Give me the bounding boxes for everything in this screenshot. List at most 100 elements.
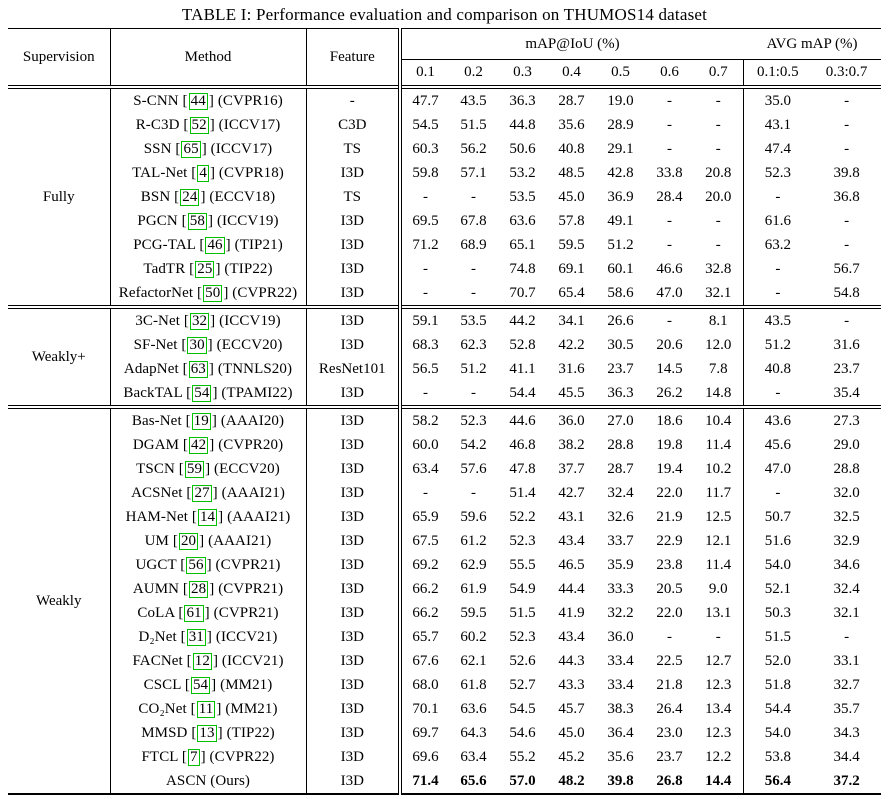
map-value-cell: 63.6 (460, 700, 487, 717)
method-cell: FTCL [7] (CVPR22) (110, 745, 307, 769)
citation-link[interactable]: 59 (184, 460, 205, 478)
feature-cell: C3D (306, 113, 402, 137)
map-value-cell: 46.8 (509, 436, 536, 453)
avg-value-cell: 47.0 (764, 460, 791, 477)
citation-link[interactable]: 4 (197, 164, 209, 182)
map-value-cell: 69.2 (412, 556, 439, 573)
citation-bracket-right: ] (209, 116, 215, 133)
citation-link[interactable]: 54 (190, 676, 211, 694)
header-iou-0.5: 0.5 (611, 64, 630, 80)
feature-cell: I3D (306, 381, 402, 407)
citation-link[interactable]: 27 (192, 484, 212, 502)
map-value-cell: 36.0 (607, 628, 634, 645)
map-value-cell: 66.2 (412, 604, 439, 621)
citation-link[interactable]: 42 (189, 436, 209, 454)
map-value-cell: 65.1 (509, 236, 536, 253)
map-value-cell: 62.3 (460, 336, 487, 353)
citation-bracket-right: ] (208, 360, 215, 377)
map-value-cell: 19.0 (607, 92, 634, 109)
feature-cell: I3D (306, 697, 402, 721)
map-value-cell: - (667, 92, 672, 109)
map-value-cell: 59.6 (460, 508, 487, 525)
map-value-cell: 26.2 (656, 384, 683, 401)
map-value-cell: 23.8 (656, 556, 683, 573)
map-value-cell: 44.2 (509, 312, 536, 329)
feature-cell: I3D (306, 257, 402, 281)
citation-link[interactable]: 20 (178, 532, 199, 550)
citation-link[interactable]: 58 (187, 212, 207, 230)
method-cell: TadTR [25] (TIP22) (110, 257, 307, 281)
avg-value-cell: 54.0 (764, 724, 791, 741)
citation-link[interactable]: 14 (197, 508, 218, 526)
citation-link[interactable]: 32 (189, 312, 210, 330)
map-value-cell: 59.8 (412, 164, 439, 181)
citation-link[interactable]: 13 (197, 724, 217, 742)
citation-bracket-left: [ (185, 412, 191, 429)
citation-link[interactable]: 56 (186, 556, 206, 574)
citation-link[interactable]: 46 (205, 236, 225, 254)
feature-cell: - (306, 87, 402, 113)
avg-value-cell: - (844, 212, 850, 229)
header-group-row: Supervision Method Feature mAP@IoU (%) A… (8, 28, 882, 87)
map-value-cell: - (667, 116, 672, 133)
table-row: UM [20] (AAAI21) I3D 67.5 61.2 52.3 43.4 33.7 2… (8, 529, 881, 553)
header-iou-0.4: 0.4 (562, 64, 581, 80)
map-value-cell: 54.4 (509, 384, 536, 401)
map-value-cell: 54.2 (460, 436, 487, 453)
citation-link[interactable]: 31 (186, 628, 206, 646)
citation-bracket-right: ] (209, 436, 215, 453)
avg-value-cell: 34.3 (833, 724, 860, 741)
map-value-cell: 67.8 (460, 212, 487, 229)
map-value-cell: 33.4 (607, 652, 634, 669)
map-value-cell: 36.3 (607, 384, 634, 401)
avg-value-cell: 40.8 (764, 360, 791, 377)
citation-bracket-left: [ (191, 724, 197, 741)
citation-link[interactable]: 61 (184, 604, 204, 622)
map-value-cell: 63.4 (460, 748, 487, 765)
citation-link[interactable]: 24 (180, 188, 200, 206)
avg-value-cell: 31.6 (833, 336, 860, 353)
avg-value-cell: - (844, 312, 850, 329)
citation-link[interactable]: 65 (181, 140, 201, 158)
citation-bracket-left: [ (191, 508, 197, 525)
map-value-cell: 8.1 (694, 307, 744, 333)
citation-bracket-left: [ (182, 436, 189, 453)
citation-link[interactable]: 7 (187, 748, 200, 766)
method-cell: Bas-Net [19] (AAAI20) (110, 407, 307, 433)
avg-value-cell: 47.4 (764, 140, 791, 157)
map-value-cell: 14.4 (694, 769, 744, 794)
citation-link[interactable]: 54 (192, 384, 212, 402)
citation-link[interactable]: 28 (189, 580, 209, 598)
feature-cell: I3D (306, 209, 402, 233)
avg-value-cell: 50.3 (764, 604, 791, 621)
map-value-cell: 32.2 (607, 604, 634, 621)
method-cell: CoLA [61] (CVPR21) (110, 601, 307, 625)
map-value-cell: - (423, 284, 428, 301)
map-value-cell: 13.1 (694, 601, 744, 625)
citation-bracket-right: ] (201, 140, 207, 157)
table-row: SSN [65] (ICCV17) TS 60.3 56.2 50.6 40.8 29.1 -… (8, 137, 881, 161)
table-row: TSCN [59] (ECCV20) I3D 63.4 57.6 47.8 37.7 28.… (8, 457, 881, 481)
citation-link[interactable]: 12 (192, 652, 212, 670)
citation-link[interactable]: 50 (203, 284, 223, 302)
map-value-cell: 28.8 (607, 436, 634, 453)
avg-value-cell: 51.8 (764, 676, 791, 693)
citation-link[interactable]: 44 (188, 92, 208, 110)
feature-cell: I3D (306, 577, 402, 601)
avg-value-cell: 45.6 (764, 436, 791, 453)
citation-link[interactable]: 11 (196, 700, 216, 718)
map-value-cell: 19.4 (656, 460, 683, 477)
map-value-cell: - (667, 236, 672, 253)
citation-link[interactable]: 25 (195, 260, 215, 278)
citation-bracket-left: [ (180, 556, 186, 573)
citation-bracket-left: [ (197, 284, 203, 301)
map-value-cell: 39.8 (607, 772, 634, 789)
citation-link[interactable]: 19 (191, 412, 211, 430)
map-value-cell: 12.5 (694, 505, 744, 529)
citation-link[interactable]: 30 (187, 336, 207, 354)
map-value-cell: 12.7 (694, 649, 744, 673)
citation-link[interactable]: 52 (189, 116, 209, 134)
map-value-cell: 32.4 (607, 484, 634, 501)
citation-link[interactable]: 63 (188, 360, 208, 378)
method-cell: TAL-Net [4] (CVPR18) (110, 161, 307, 185)
